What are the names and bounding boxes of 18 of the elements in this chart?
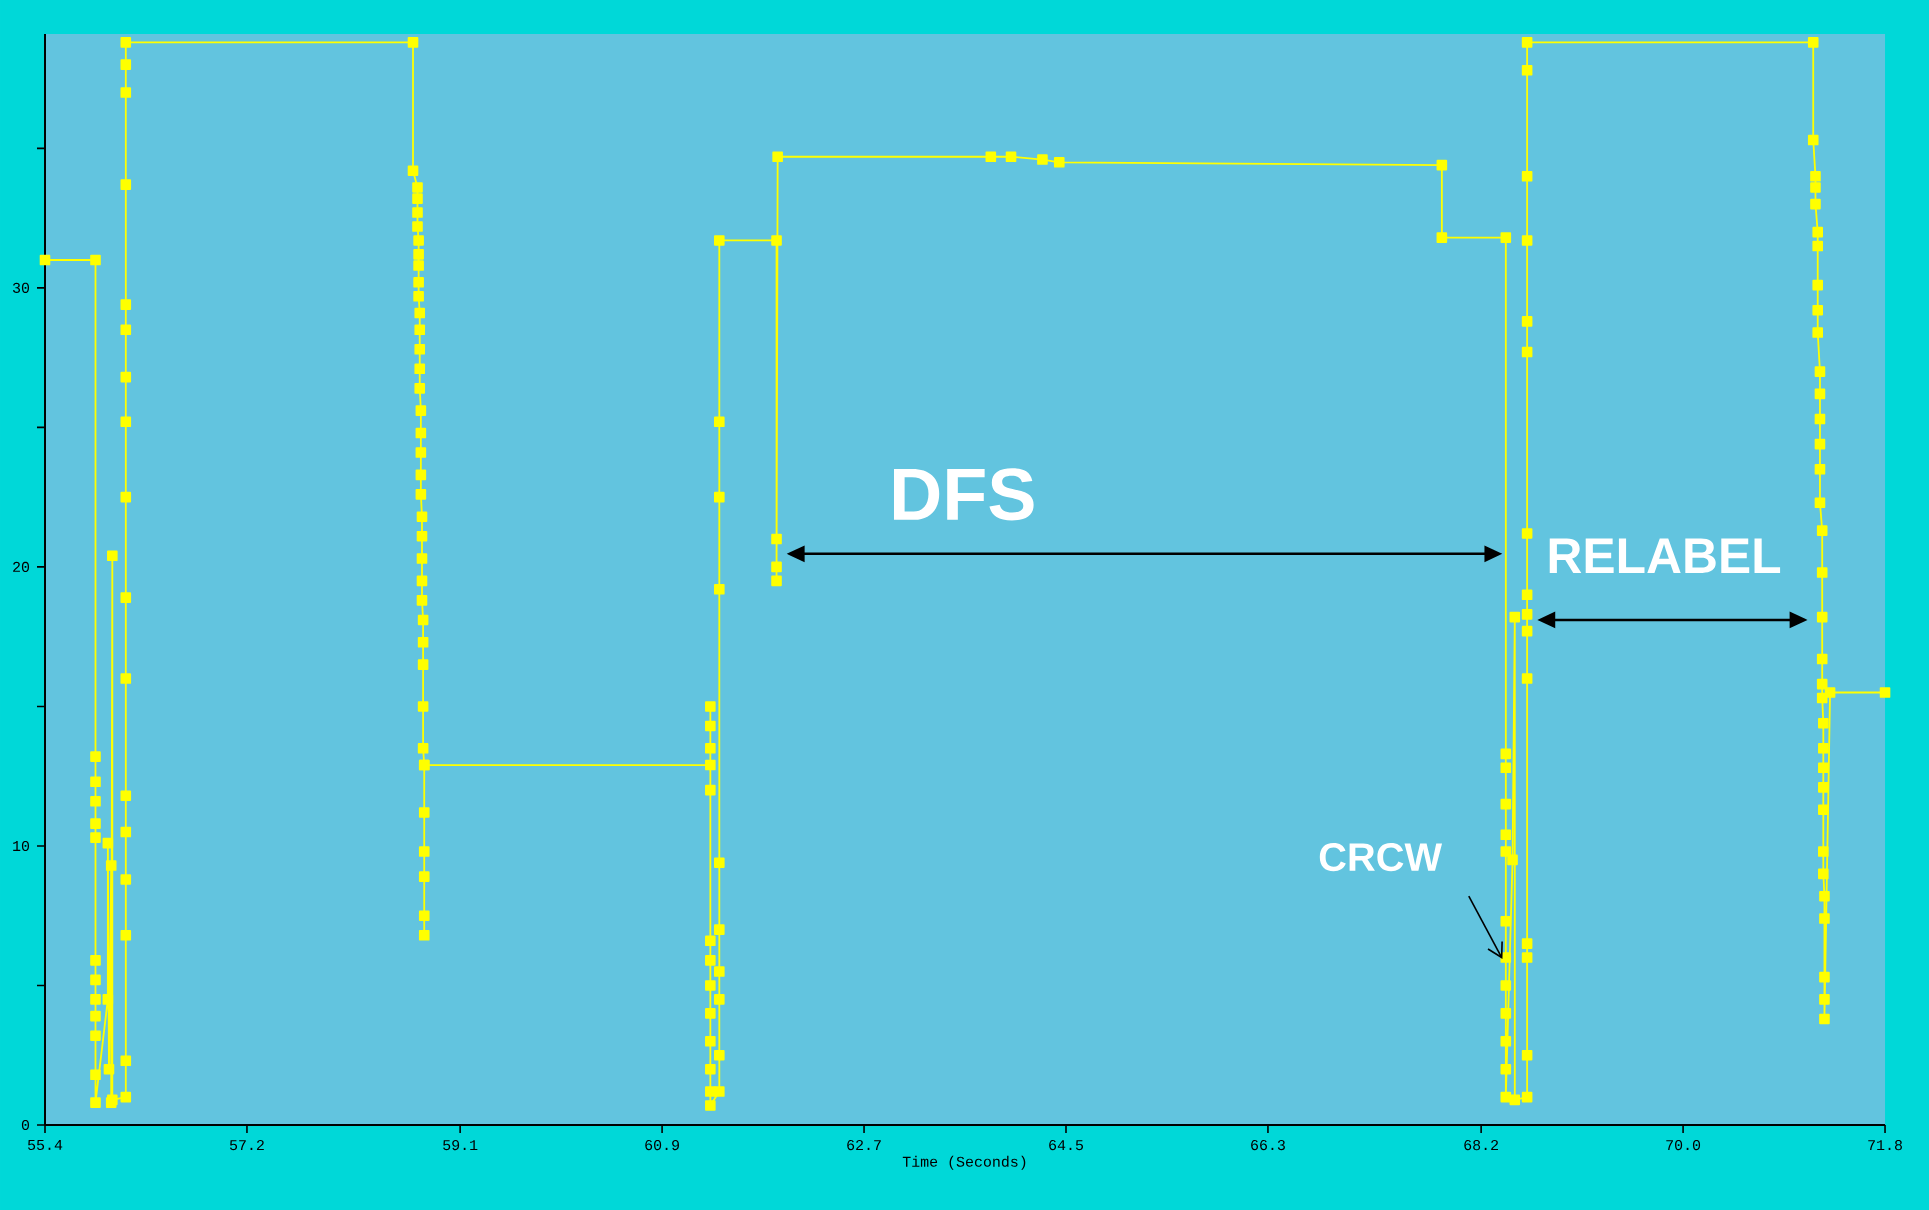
annotation: RELABEL bbox=[1549, 538, 1781, 573]
x-tick-label: 55.4 bbox=[28, 1140, 63, 1151]
x-tick-label: 62.7 bbox=[847, 1140, 881, 1151]
x-tick-label: 59.1 bbox=[443, 1140, 478, 1151]
x-tick-label: 68.2 bbox=[1464, 1140, 1498, 1151]
x-tick-label: 60.9 bbox=[645, 1140, 679, 1151]
y-tick-label: 0 bbox=[21, 1119, 30, 1131]
x-tick-label: 66.3 bbox=[1251, 1140, 1285, 1151]
y-tick-label: 30 bbox=[12, 282, 30, 293]
x-tick-label: 57.2 bbox=[229, 1140, 264, 1151]
y-tick-label: 10 bbox=[13, 840, 30, 852]
x-tick-label: 71.8 bbox=[1868, 1140, 1902, 1151]
x-tick-label: 64.5 bbox=[1049, 1140, 1083, 1151]
y-tick-label: 20 bbox=[13, 561, 30, 572]
x-tick-label: 70.0 bbox=[1666, 1140, 1701, 1151]
annotation: DFS bbox=[893, 468, 1034, 521]
annotation: CRCW bbox=[1319, 843, 1443, 872]
x-axis-title: Time (Seconds) bbox=[902, 1155, 1026, 1170]
